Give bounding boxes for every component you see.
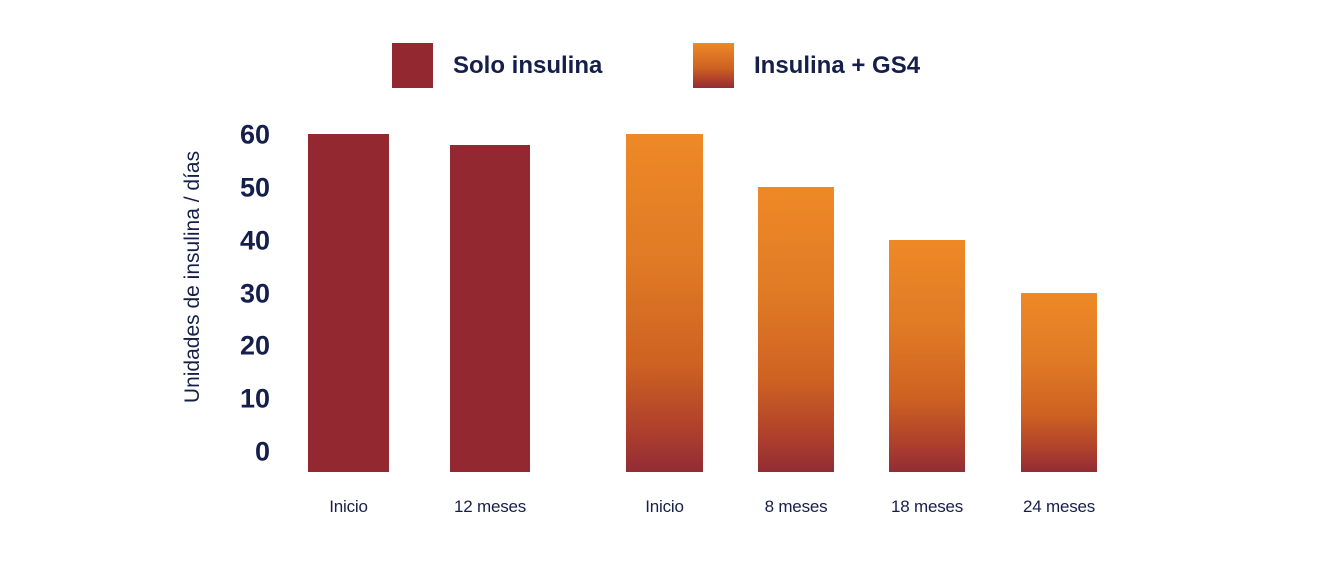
legend-item-insulina-gs4: Insulina + GS4 xyxy=(693,43,920,88)
bar-gs4-inicio xyxy=(626,134,703,472)
y-tick-label-30: 30 xyxy=(239,278,270,309)
bar-solo-12-meses xyxy=(450,144,530,472)
x-tick-label-solo-inicio: Inicio xyxy=(329,497,368,516)
x-tick-label-gs4-18-meses: 18 meses xyxy=(890,497,964,516)
bar-gs4-24-meses xyxy=(1021,292,1097,472)
x-tick-label-gs4-24-meses: 24 meses xyxy=(1022,497,1096,516)
y-tick-label-0: 0 xyxy=(254,436,270,467)
x-tick-label-solo-12-meses: 12 meses xyxy=(453,497,527,516)
legend-label-insulina-gs4: Insulina + GS4 xyxy=(754,51,921,79)
bar-gs4-8-meses xyxy=(758,187,834,472)
y-tick-label-50: 50 xyxy=(239,172,270,203)
x-tick-label-gs4-inicio: Inicio xyxy=(645,497,684,516)
y-tick-label-60: 60 xyxy=(239,119,270,150)
legend-item-solo-insulina: Solo insulina xyxy=(392,43,602,88)
legend-label-solo-insulina: Solo insulina xyxy=(453,51,603,79)
y-tick-label-20: 20 xyxy=(239,330,270,361)
y-tick-label-40: 40 xyxy=(239,225,270,256)
x-tick-label-gs4-8-meses: 8 meses xyxy=(764,497,828,516)
y-tick-label-10: 10 xyxy=(239,383,270,414)
bar-gs4-18-meses xyxy=(889,239,965,472)
bar-solo-inicio xyxy=(308,134,389,472)
legend-swatch-insulina-gs4 xyxy=(693,43,734,88)
legend-swatch-solo-insulina xyxy=(392,43,433,88)
